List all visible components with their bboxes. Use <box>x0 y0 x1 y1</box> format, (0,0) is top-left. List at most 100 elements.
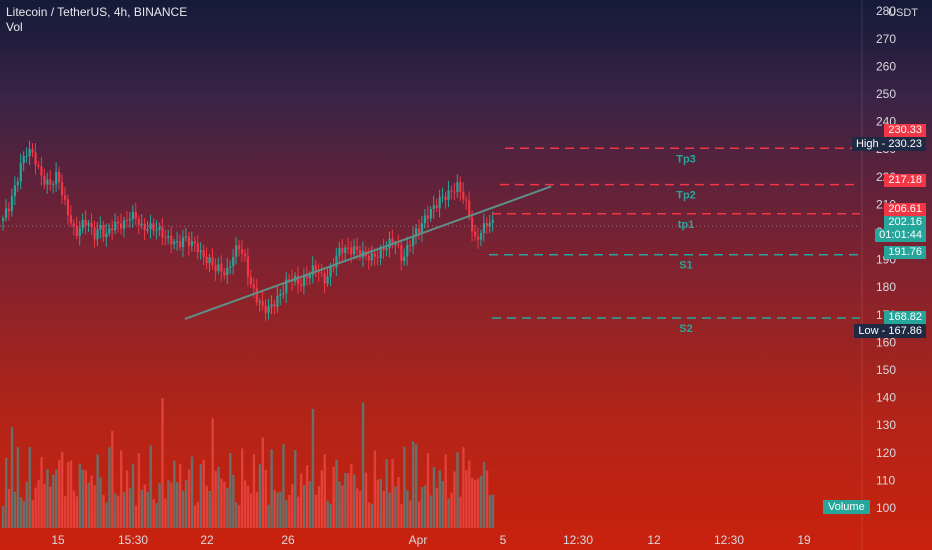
volume-bar <box>164 498 167 528</box>
volume-bar <box>347 473 350 528</box>
volume-bar <box>344 473 347 528</box>
volume-bar <box>143 484 146 528</box>
candle-body <box>137 218 140 226</box>
volume-bar <box>52 474 55 528</box>
volume-bar <box>46 469 49 528</box>
volume-bar <box>350 463 353 528</box>
candle-body <box>179 241 182 248</box>
candle-body <box>288 279 291 281</box>
candle-body <box>223 271 226 276</box>
candle-body <box>205 256 208 264</box>
volume-bar <box>158 483 161 528</box>
volume-bar <box>111 430 114 528</box>
volume-bar <box>131 463 135 528</box>
volume-bar <box>432 466 436 528</box>
volume-indicator-label[interactable]: Vol <box>6 20 23 34</box>
volume-bar <box>125 470 129 528</box>
volume-bar <box>391 459 394 528</box>
candle-body <box>438 197 441 209</box>
volume-bar <box>34 487 37 528</box>
y-tick-label: 260 <box>876 59 896 73</box>
volume-bar <box>16 447 20 528</box>
low-value: 167.86 <box>888 325 922 337</box>
candle-body <box>270 304 273 307</box>
candle-body <box>238 245 241 250</box>
volume-bar <box>223 481 226 528</box>
candle-body <box>356 246 359 250</box>
candle-body <box>332 266 335 268</box>
volume-bar <box>187 469 191 528</box>
candle-body <box>184 236 188 238</box>
candle-body <box>308 274 311 279</box>
candle-body <box>476 236 480 240</box>
x-tick-label: 22 <box>200 533 214 547</box>
candle-body <box>217 264 220 272</box>
candle-body <box>125 220 129 222</box>
candle-body <box>453 191 456 193</box>
candle-body <box>196 243 199 253</box>
volume-bar <box>291 484 294 528</box>
high-tag: High - 230.23 <box>851 137 926 151</box>
volume-bar <box>459 496 462 528</box>
candle-body <box>140 223 143 226</box>
candle-body <box>78 228 81 236</box>
volume-bar <box>238 505 241 528</box>
volume-bar <box>373 450 377 528</box>
volume-bar <box>2 506 5 528</box>
x-tick-label: 15:30 <box>118 533 148 547</box>
x-axis: 15 15:30 22 26 Apr 5 12:30 12 12:30 19 <box>51 533 811 547</box>
volume-bar <box>326 500 329 528</box>
volume-bar <box>297 496 300 528</box>
volume-bar <box>102 495 105 528</box>
candle-body <box>370 253 373 261</box>
candle-body <box>170 235 173 245</box>
y-tick-label: 130 <box>876 418 896 432</box>
candle-body <box>394 244 397 246</box>
volume-bar <box>305 465 309 528</box>
candle-body <box>7 208 11 212</box>
candle-body <box>167 235 170 238</box>
candle-body <box>299 284 303 287</box>
x-tick-label: 5 <box>500 533 507 547</box>
candle-body <box>400 245 403 261</box>
volume-bar <box>423 485 427 528</box>
candle-body <box>488 222 491 227</box>
candle-body <box>66 199 70 216</box>
candle-body <box>25 155 28 157</box>
candle-body <box>429 208 432 219</box>
volume-bar <box>146 491 149 528</box>
volume-bar <box>358 490 362 528</box>
candle-body <box>385 248 388 251</box>
candle-body <box>181 237 185 248</box>
volume-bar <box>137 453 141 528</box>
candle-body <box>282 293 285 295</box>
volume-bar <box>105 502 108 528</box>
volume-bar <box>220 478 223 528</box>
volume-bar <box>471 477 474 528</box>
volume-bar <box>108 447 111 528</box>
candle-body <box>344 247 347 253</box>
candle-body <box>409 244 412 247</box>
volume-bar <box>13 491 17 528</box>
candle-body <box>96 229 99 240</box>
s1-price-tag: 191.76 <box>884 246 926 259</box>
candle-body <box>279 293 282 296</box>
s2-price-tag: 168.82 <box>884 311 926 324</box>
trendline[interactable] <box>184 185 552 320</box>
volume-bar <box>252 454 256 528</box>
volume-bar <box>367 502 371 528</box>
candle-body <box>267 306 270 313</box>
volume-bar <box>314 494 318 528</box>
candle-body <box>37 164 40 167</box>
candle-body <box>117 221 120 224</box>
candle-body <box>258 301 261 303</box>
volume-bar <box>406 490 409 528</box>
candle-body <box>2 218 5 221</box>
y-tick-label: 100 <box>876 501 896 515</box>
candle-body <box>338 248 341 256</box>
volume-bar <box>450 492 453 528</box>
candle-body <box>273 304 276 307</box>
volume-bar <box>93 485 96 528</box>
